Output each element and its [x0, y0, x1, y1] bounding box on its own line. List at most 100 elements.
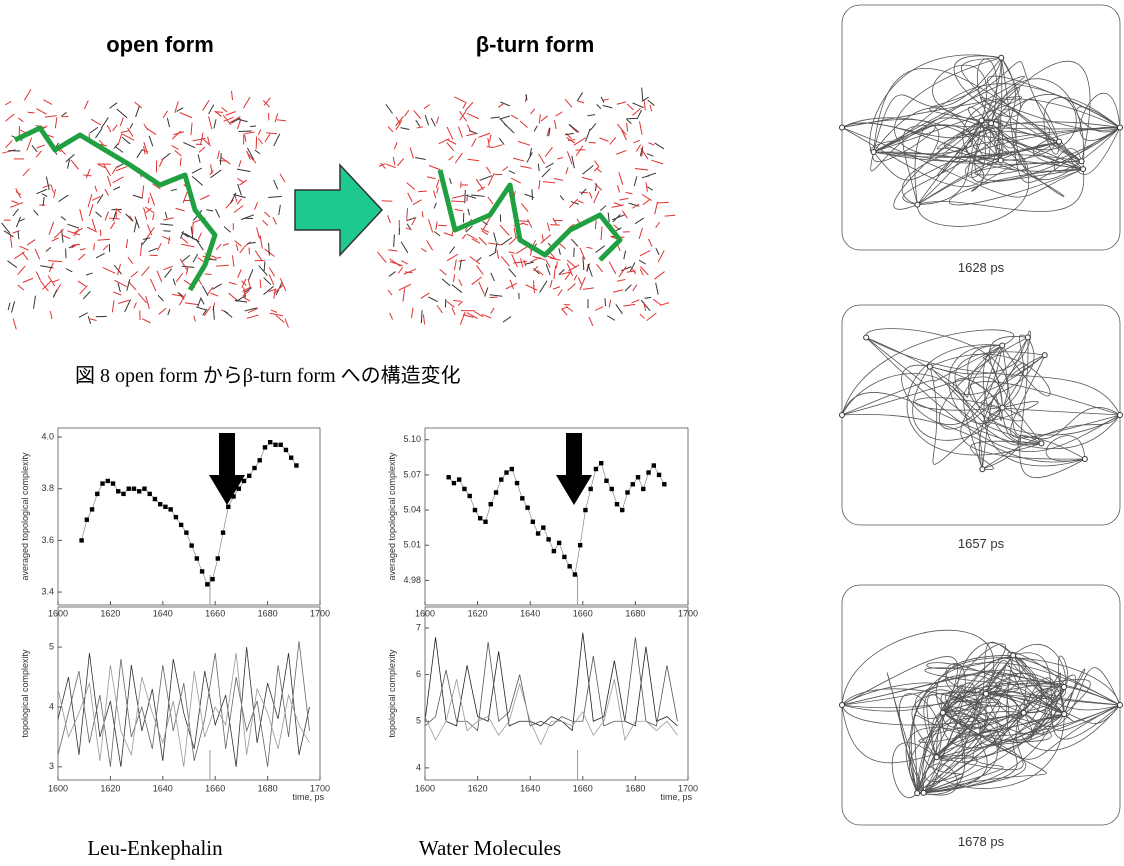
data-point — [194, 556, 200, 561]
x-tick-label: 1700 — [678, 783, 698, 793]
diagram-edge — [917, 169, 1085, 212]
water-bond — [112, 176, 124, 184]
water-bond — [257, 129, 262, 136]
x-tick-label: 1680 — [258, 608, 278, 618]
water-bond — [593, 166, 600, 172]
water-bond — [185, 266, 189, 275]
water-bond — [546, 127, 551, 137]
diagram-edge — [938, 337, 1029, 430]
water-bond — [263, 277, 272, 286]
water-bond — [510, 114, 519, 120]
water-bond — [570, 201, 579, 205]
water-bond — [210, 292, 219, 297]
water-bond — [415, 157, 426, 160]
water-bond — [467, 208, 471, 216]
water-bond — [96, 193, 104, 204]
plot-frame — [57, 606, 321, 781]
water-bond — [609, 136, 617, 145]
water-bond — [438, 224, 447, 227]
diagram-node — [1061, 711, 1068, 718]
water-bond — [512, 157, 525, 162]
water-bond — [519, 220, 530, 222]
water-bond — [65, 268, 73, 273]
water-bond — [247, 278, 252, 290]
water-bond — [594, 220, 597, 230]
open-label: open form — [106, 32, 214, 57]
x-tick-label: 1640 — [153, 608, 173, 618]
data-point — [562, 554, 567, 560]
water-bond — [116, 108, 128, 119]
water-bond — [148, 135, 154, 147]
water-bond — [403, 268, 417, 275]
water-bond — [181, 254, 191, 263]
water-bond — [400, 241, 409, 254]
data-point — [210, 576, 215, 582]
data-point — [614, 501, 620, 507]
water-bond — [487, 137, 490, 147]
data-point — [288, 455, 294, 460]
diagram-edge — [1045, 435, 1086, 462]
diagram-node — [870, 149, 877, 156]
snapshots: 1628 ps 1657 ps 1678 ps — [839, 4, 1123, 849]
water-bond — [567, 139, 575, 142]
water-bond — [490, 116, 500, 119]
diagram-edge — [916, 684, 964, 794]
water-bond — [179, 157, 182, 167]
data-point — [184, 530, 189, 535]
water-bond — [446, 138, 457, 145]
water-bond — [435, 179, 440, 188]
water-bond — [453, 274, 456, 283]
diagram-edge — [873, 75, 1025, 153]
x-axis-label: time, ps — [660, 792, 692, 802]
water-bond — [646, 312, 657, 322]
diagram-node — [1117, 702, 1123, 708]
diagram-edge — [936, 712, 1024, 771]
water-bond — [471, 194, 485, 197]
water-bond — [420, 310, 423, 324]
y-axis-label: topological complexity — [387, 649, 397, 738]
water-bond — [209, 169, 214, 176]
water-bond — [174, 149, 182, 157]
water-bond — [566, 259, 577, 269]
water-bond — [623, 303, 636, 307]
diagram-edge — [902, 57, 1016, 205]
data-point — [241, 478, 247, 484]
water-bond — [626, 270, 636, 273]
diagram-edge — [942, 704, 1121, 760]
water-bond — [231, 255, 235, 267]
water-bond — [144, 206, 155, 214]
data-point — [509, 466, 514, 472]
diagram-edge — [1023, 680, 1121, 713]
water-bond — [655, 221, 660, 229]
data-point — [599, 460, 604, 466]
water-bond — [633, 176, 638, 187]
diagram-node — [982, 690, 989, 697]
water-bond — [542, 181, 556, 184]
diagram-edge — [981, 120, 1065, 197]
water-bond — [178, 293, 187, 306]
water-bond — [466, 124, 472, 132]
water-bond — [466, 112, 480, 120]
water-bond — [466, 312, 478, 320]
water-bond — [22, 168, 30, 177]
water-bond — [201, 285, 209, 297]
diagram-edge — [841, 122, 992, 139]
water-bond — [525, 94, 528, 101]
water-bond — [664, 214, 676, 217]
diagram-edge — [906, 344, 1042, 456]
water-bond — [3, 230, 14, 238]
water-bond — [564, 99, 573, 108]
water-bond — [234, 299, 248, 303]
water-bond — [35, 271, 41, 281]
water-bond — [428, 219, 434, 233]
water-bond — [130, 271, 139, 278]
water-bond — [207, 286, 214, 295]
water-bond — [94, 185, 98, 192]
water-bond — [589, 191, 593, 199]
y-axis-label: averaged topological complexity — [20, 452, 30, 581]
water-bond — [449, 246, 456, 254]
water-bond — [490, 272, 495, 282]
water-bond — [214, 111, 224, 113]
data-point — [556, 540, 562, 546]
data-point — [462, 486, 467, 492]
